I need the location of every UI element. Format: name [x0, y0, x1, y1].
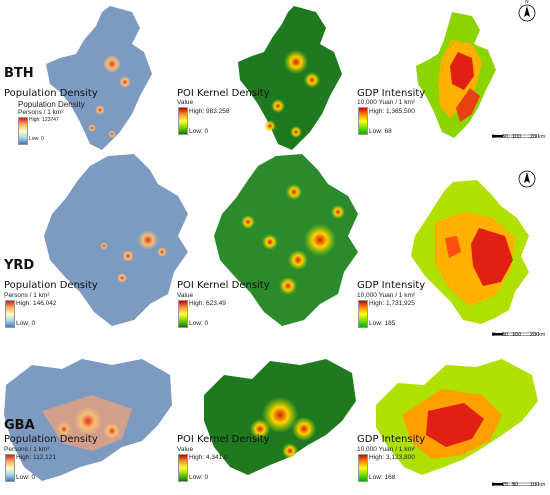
- scale-bar-graphic: [492, 482, 537, 486]
- poi-legend-ramp-gba: [178, 454, 188, 482]
- poi-unit-bth: Value: [177, 99, 194, 106]
- gdp-low-bth: Low: 68: [369, 128, 392, 135]
- pop-legend-ramp-bth: [18, 117, 28, 145]
- gdp-legend-ramp-yrd: [358, 300, 368, 328]
- scale-tick-1: 50: [502, 332, 509, 338]
- pop-title-gba: Population Density: [4, 434, 98, 445]
- poi-low-bth: Low: 0: [189, 128, 209, 135]
- gba-gdp-map: [376, 359, 538, 475]
- poi-legend-ramp-bth: [178, 107, 188, 135]
- gdp-unit-yrd: 10,000 Yuan / 1 km²: [357, 292, 416, 299]
- gdp-title-bth: GDP Intensity: [357, 88, 426, 99]
- north-arrow-icon-2: [518, 170, 536, 188]
- scale-tick-0: 0: [492, 134, 496, 140]
- north-arrow-icon: N: [518, 0, 536, 22]
- pop-low-gba: Low: 0: [16, 474, 36, 481]
- scale-tick-2: 100: [512, 134, 522, 140]
- region-label-yrd: YRD: [4, 258, 35, 273]
- gdp-unit-gba: 10,000 Yuan / 1 km²: [357, 446, 416, 453]
- pop-high-gba: High: 112,121: [16, 454, 56, 461]
- bth-population-map: [46, 6, 152, 150]
- pop-low-yrd: Low: 0: [16, 320, 36, 327]
- scale-bar-bth: 0 50 100 200 km: [492, 128, 546, 142]
- pop-unit-bth: Persons / 1 km²: [18, 109, 64, 116]
- gdp-legend-ramp-gba: [358, 454, 368, 482]
- scale-tick-2: 50: [512, 482, 519, 488]
- bth-poi-map: [238, 6, 342, 150]
- poi-title-yrd: POI Kernel Density: [177, 280, 270, 291]
- scale-tick-0: 0: [492, 332, 496, 338]
- poi-low-gba: Low: 0: [189, 474, 209, 481]
- scale-tick-1: 50: [502, 134, 509, 140]
- gdp-high-gba: High: 3,123,800: [369, 454, 415, 461]
- pop-title-bth: Population Density: [4, 88, 98, 99]
- gba-poi-map: [204, 359, 356, 475]
- poi-legend-ramp-yrd: [178, 300, 188, 328]
- pop-unit-gba: Persons / 1 km²: [4, 446, 50, 453]
- pop-high-yrd: High: 146,042: [16, 300, 57, 307]
- gdp-low-yrd: Low: 185: [369, 320, 396, 327]
- north-label: N: [525, 0, 529, 5]
- gdp-unit-bth: 10,000 Yuan / 1 km²: [357, 99, 416, 106]
- region-label-bth: BTH: [4, 66, 34, 81]
- scale-unit: km: [538, 332, 546, 338]
- pop-low-bth: Low: 0: [29, 136, 44, 142]
- pop-title-yrd: Population Density: [4, 280, 98, 291]
- gdp-low-gba: Low: 168: [369, 474, 396, 481]
- poi-unit-yrd: Value: [177, 292, 194, 299]
- scale-tick-1: 25: [502, 482, 509, 488]
- scale-bar-graphic: [492, 134, 537, 138]
- gdp-high-yrd: High: 1,731,925: [369, 300, 415, 307]
- poi-high-bth: High: 983.258: [189, 108, 230, 115]
- poi-high-gba: High: 4,341.0: [189, 454, 228, 461]
- scale-tick-3: 200: [530, 134, 540, 140]
- yrd-gdp-map: [411, 180, 529, 324]
- gdp-legend-ramp-bth: [358, 107, 368, 135]
- poi-unit-gba: Value: [177, 446, 194, 453]
- pop-legend-ramp-yrd: [5, 300, 15, 328]
- yrd-population-map: [44, 154, 188, 326]
- poi-title-bth: POI Kernel Density: [177, 88, 270, 99]
- pop-subtitle-bth: Population Density: [18, 100, 85, 109]
- scale-tick-0: 0: [492, 482, 496, 488]
- poi-high-yrd: High: 623.49: [189, 300, 226, 307]
- gdp-high-bth: High: 1,365,500: [369, 108, 415, 115]
- yrd-poi-map: [214, 154, 358, 326]
- scale-unit: km: [538, 134, 546, 140]
- scale-tick-3: 100: [530, 482, 540, 488]
- region-label-gba: GBA: [4, 418, 35, 433]
- poi-low-yrd: Low: 0: [189, 320, 209, 327]
- scale-unit: km: [538, 482, 546, 488]
- gba-population-map: [4, 359, 172, 481]
- bth-gdp-map: [416, 12, 496, 138]
- pop-high-bth: High: 123747: [29, 117, 59, 123]
- pop-legend-ramp-gba: [5, 454, 15, 482]
- scale-bar-gba: 0 25 50 100 km: [492, 476, 546, 490]
- pop-unit-yrd: Persons / 1 km²: [4, 292, 50, 299]
- gdp-title-gba: GDP Intensity: [357, 434, 426, 445]
- scale-bar-graphic: [492, 332, 537, 336]
- scale-tick-3: 200: [530, 332, 540, 338]
- scale-bar-yrd: 0 50 100 200 km: [492, 326, 546, 340]
- gdp-title-yrd: GDP Intensity: [357, 280, 426, 291]
- poi-title-gba: POI Kernel Density: [177, 434, 270, 445]
- scale-tick-2: 100: [512, 332, 522, 338]
